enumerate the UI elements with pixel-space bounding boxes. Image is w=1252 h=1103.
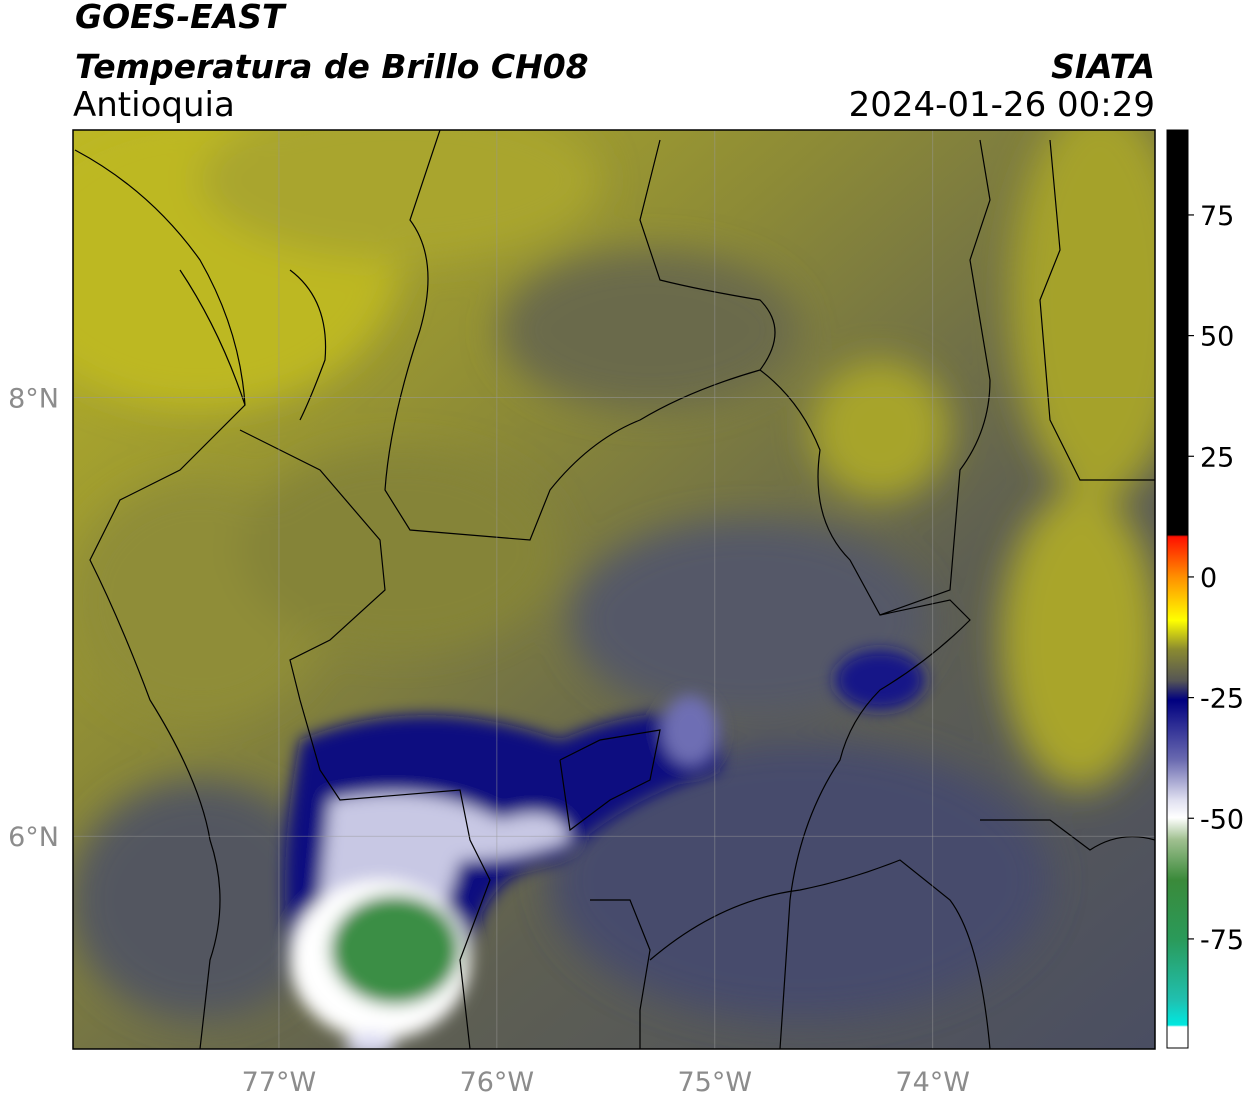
colorbar-tick-label: -50 [1200, 804, 1244, 835]
colorbar-tick-label: -25 [1200, 684, 1244, 715]
lon-tick-label: 77°W [242, 1067, 317, 1098]
colorbar-tick-label: 75 [1200, 201, 1234, 232]
map-frame [72, 129, 1156, 1050]
colorbar [1166, 129, 1189, 1049]
colorbar-tick-label: 0 [1200, 563, 1217, 594]
colorbar-tick-label: 25 [1200, 442, 1234, 473]
colorbar-tick-label: -75 [1200, 925, 1244, 956]
source: SIATA [1051, 47, 1155, 86]
boundaries [74, 130, 1155, 1049]
lon-tick-label: 76°W [460, 1067, 535, 1098]
region: Antioquia [73, 85, 235, 125]
lat-tick-label: 8°N [8, 384, 59, 415]
lon-tick-label: 74°W [895, 1067, 970, 1098]
lon-tick-label: 75°W [678, 1067, 753, 1098]
datetime: 2024-01-26 00:29 [849, 85, 1155, 125]
map-image [73, 130, 1155, 1049]
title: GOES-EAST [75, 0, 287, 36]
grid [73, 130, 1155, 1049]
colorbar-tick-label: 50 [1200, 322, 1234, 353]
lat-tick-label: 6°N [8, 822, 59, 853]
subtitle: Temperatura de Brillo CH08 [75, 47, 589, 86]
